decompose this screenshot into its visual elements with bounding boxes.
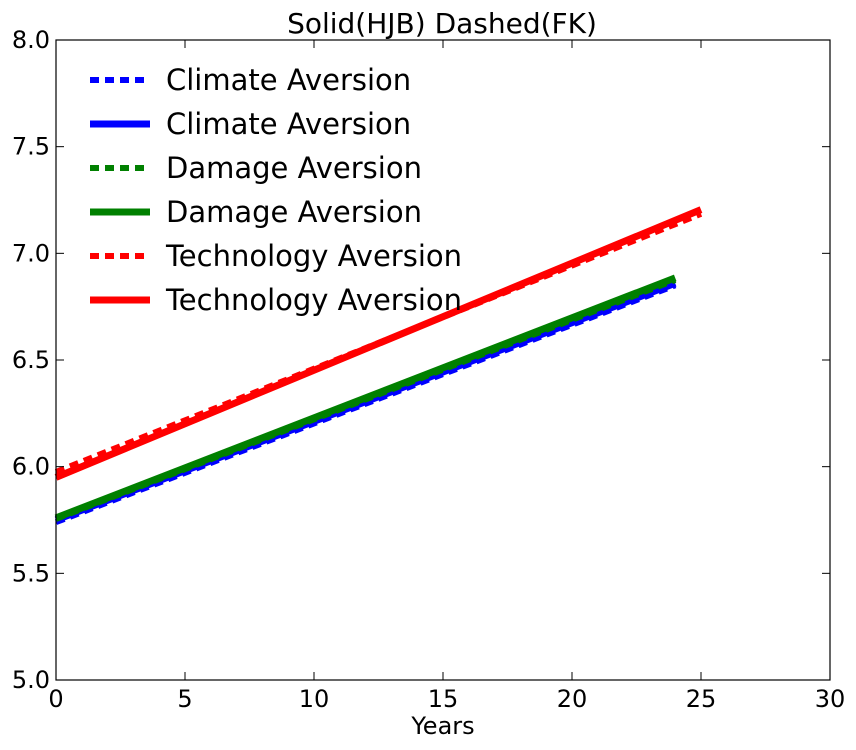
series-line-5 (54, 206, 703, 481)
y-tick-label: 6.0 (12, 453, 50, 481)
legend-label-0: Climate Aversion (166, 63, 411, 97)
legend-label-3: Damage Aversion (166, 195, 422, 229)
y-tick-label: 6.5 (12, 346, 50, 374)
y-tick-label: 7.5 (12, 133, 50, 161)
y-tick-label: 5.0 (12, 666, 50, 694)
y-tick-label: 8.0 (12, 26, 50, 54)
legend: Climate Aversion Climate Aversion Damage A… (90, 63, 462, 317)
x-tick-label: 10 (299, 685, 330, 713)
x-tick-label: 5 (177, 685, 192, 713)
series-line-3 (54, 274, 677, 522)
y-tick-label: 5.5 (12, 559, 50, 587)
x-tick-label: 0 (48, 685, 63, 713)
legend-label-4: Technology Aversion (165, 239, 462, 273)
legend-label-2: Damage Aversion (166, 151, 422, 185)
x-tick-label: 30 (815, 685, 846, 713)
y-tick-label: 7.0 (12, 239, 50, 267)
ticks-layer: 0 5 10 15 20 25 30 5.0 5.5 6.0 6.5 7.0 7.5 8.0 (12, 26, 845, 713)
legend-label-5: Technology Aversion (165, 283, 462, 317)
x-axis-label: Years (410, 712, 474, 740)
chart-title: Solid(HJB) Dashed(FK) (287, 7, 597, 40)
series-layer (54, 206, 703, 525)
x-tick-label: 15 (428, 685, 459, 713)
legend-label-1: Climate Aversion (166, 107, 411, 141)
x-tick-label: 20 (557, 685, 588, 713)
x-tick-label: 25 (686, 685, 717, 713)
